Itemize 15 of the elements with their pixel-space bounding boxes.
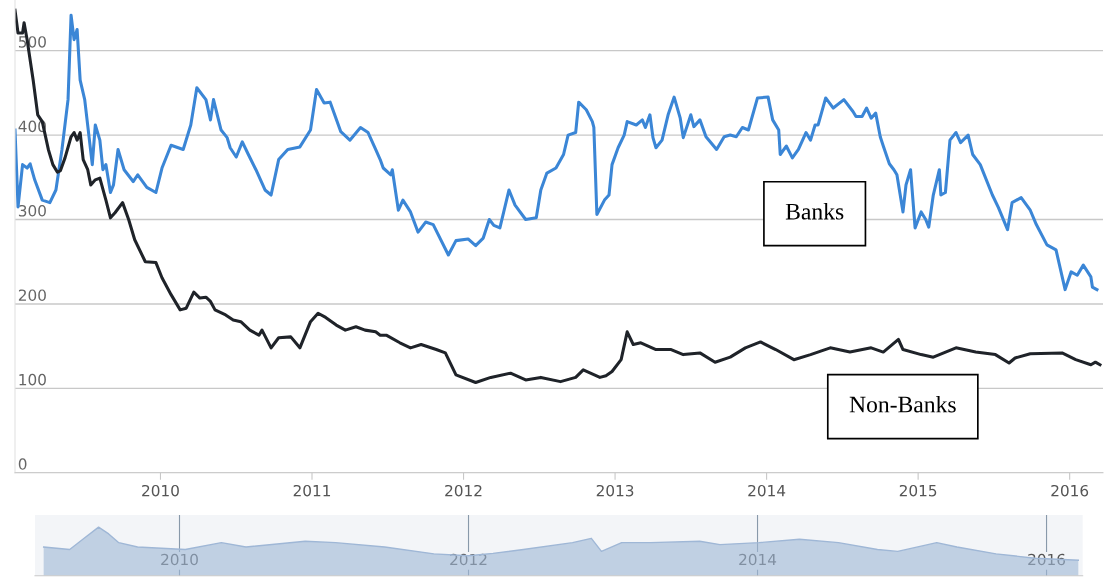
x-tick-label: 2013	[596, 484, 634, 497]
x-tick-label: 2011	[293, 484, 331, 497]
x-tick-label: 2014	[739, 553, 777, 566]
y-tick-label: 200	[18, 289, 46, 301]
y-tick-label: 300	[18, 205, 46, 217]
y-tick-label: 100	[19, 373, 46, 386]
x-tick-label: 2010	[161, 553, 198, 566]
series-label: Non-Banks	[849, 395, 956, 413]
series-label: Banks	[785, 203, 844, 220]
x-tick-label: 2016	[1051, 484, 1089, 497]
x-tick-label: 2010	[142, 484, 179, 497]
x-tick-label: 2012	[445, 484, 482, 497]
y-tick-label: 0	[18, 458, 27, 470]
x-tick-label: 2014	[748, 484, 786, 497]
x-tick-label: 2015	[899, 484, 937, 497]
